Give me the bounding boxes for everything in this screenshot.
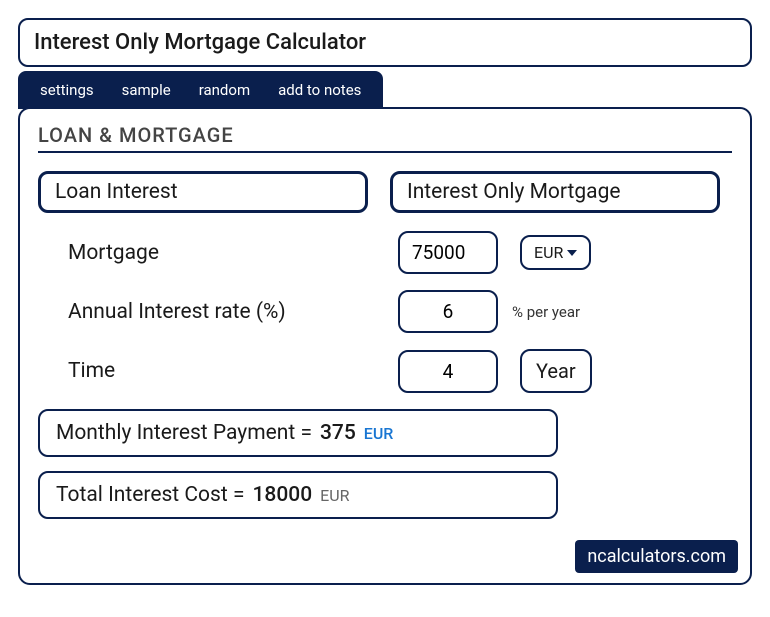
time-label: Time	[68, 359, 398, 383]
brand-badge: ncalculators.com	[575, 540, 738, 573]
page-title: Interest Only Mortgage Calculator	[18, 18, 752, 67]
time-input[interactable]	[398, 350, 498, 393]
result-total-unit: EUR	[320, 486, 349, 505]
field-time: Time Year	[38, 349, 732, 393]
field-annual-rate: Annual Interest rate (%) % per year	[38, 290, 732, 333]
result-monthly: Monthly Interest Payment = 375 EUR	[38, 409, 558, 457]
tab-sample[interactable]: sample	[108, 71, 185, 109]
tab-settings[interactable]: settings	[26, 71, 108, 109]
currency-value: EUR	[534, 243, 563, 262]
toolbar-tabs: settings sample random add to notes	[18, 71, 383, 109]
calculator-panel: LOAN & MORTGAGE Loan Interest Interest O…	[18, 107, 752, 585]
mode-interest-only-mortgage[interactable]: Interest Only Mortgage	[390, 171, 720, 213]
tab-add-to-notes[interactable]: add to notes	[264, 71, 375, 109]
mode-loan-interest[interactable]: Loan Interest	[38, 171, 368, 213]
result-total-value: 18000	[252, 483, 312, 507]
annual-rate-label: Annual Interest rate (%)	[68, 300, 398, 324]
mode-tab-row: Loan Interest Interest Only Mortgage	[38, 171, 732, 213]
annual-rate-unit: % per year	[512, 303, 580, 321]
result-total-label: Total Interest Cost =	[56, 483, 244, 507]
section-heading: LOAN & MORTGAGE	[38, 123, 732, 153]
annual-rate-input[interactable]	[398, 290, 498, 333]
result-monthly-label: Monthly Interest Payment =	[56, 421, 312, 445]
tab-random[interactable]: random	[185, 71, 264, 109]
currency-select[interactable]: EUR	[520, 235, 591, 270]
result-monthly-unit: EUR	[364, 424, 394, 443]
mortgage-label: Mortgage	[68, 241, 398, 265]
time-unit: Year	[520, 349, 592, 393]
mortgage-input[interactable]	[398, 231, 498, 274]
result-monthly-value: 375	[320, 421, 356, 445]
result-total: Total Interest Cost = 18000 EUR	[38, 471, 558, 519]
chevron-down-icon	[567, 250, 577, 256]
field-mortgage: Mortgage EUR	[38, 231, 732, 274]
